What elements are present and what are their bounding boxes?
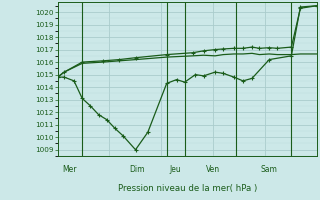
Text: Dim: Dim	[129, 165, 145, 174]
Text: Pression niveau de la mer( hPa ): Pression niveau de la mer( hPa )	[117, 184, 257, 193]
Text: Jeu: Jeu	[170, 165, 181, 174]
Text: Mer: Mer	[63, 165, 77, 174]
Text: Sam: Sam	[261, 165, 278, 174]
Text: Ven: Ven	[206, 165, 220, 174]
